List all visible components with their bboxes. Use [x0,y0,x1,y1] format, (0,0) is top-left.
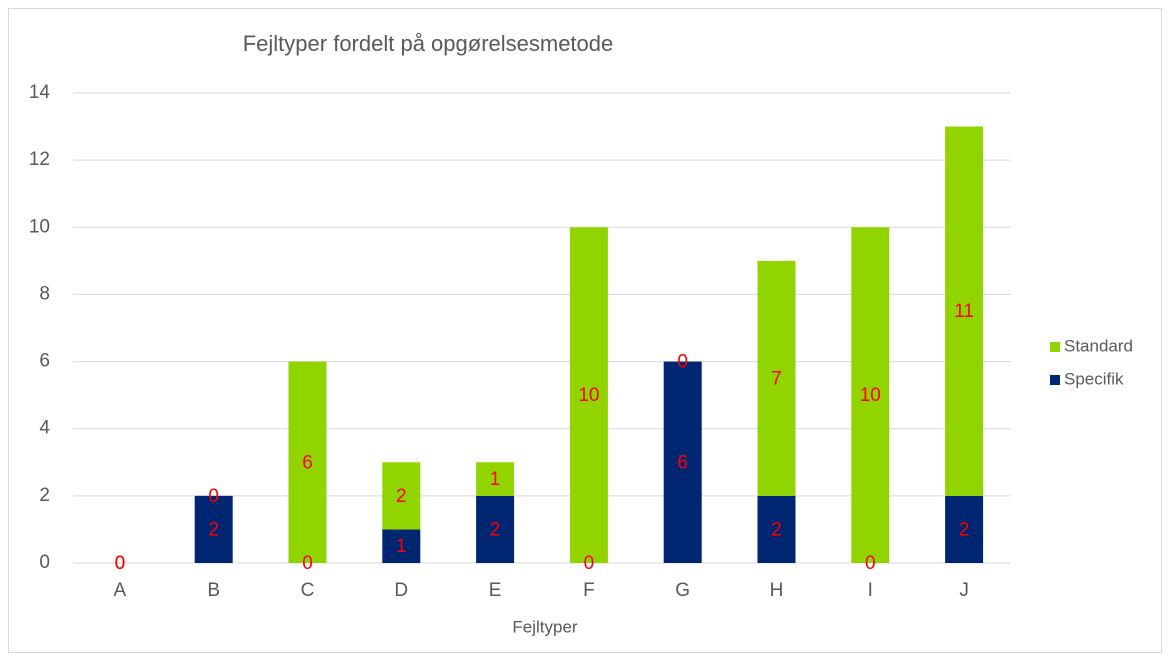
x-tick-label: D [394,580,408,601]
bar-segment [851,227,890,564]
data-label: 10 [860,385,881,406]
x-tick-label: H [770,580,784,601]
legend-label: Standard [1064,336,1133,355]
bar-segment [194,495,233,563]
y-tick-label: 14 [29,82,51,103]
y-tick-label: 4 [39,418,50,439]
y-tick-label: 10 [29,216,50,237]
x-tick-label: B [207,580,220,601]
data-label: 1 [490,469,501,490]
bar-segment [476,462,515,496]
x-tick-label: I [868,580,873,601]
data-label: 0 [302,553,313,574]
legend-swatch [1050,375,1060,385]
bar-segment [945,126,984,496]
data-label: 2 [208,519,219,540]
bar-segment [476,495,515,563]
data-label: 11 [954,301,974,322]
bar-segment [757,495,796,563]
bar-segment [382,462,421,530]
x-tick-label: E [489,580,502,601]
data-label: 2 [490,519,501,540]
legend-swatch [1050,342,1060,352]
data-label: 0 [115,553,126,574]
y-tick-label: 12 [29,149,50,170]
legend-label: Specifik [1064,369,1124,388]
x-tick-label: A [114,580,127,601]
x-tick-label: C [301,580,315,601]
data-label: 0 [677,352,688,373]
x-tick-label: G [675,580,690,601]
bar-segment [663,361,702,563]
bar-segment [945,495,984,563]
bar-segment [288,361,327,563]
bar-segment [569,227,608,564]
data-label: 6 [677,452,688,473]
data-label: 0 [208,486,219,507]
data-label: 7 [771,368,782,389]
bar-segment [757,260,796,496]
y-tick-label: 2 [39,485,50,506]
data-label: 2 [396,486,407,507]
data-label: 10 [578,385,599,406]
y-tick-label: 6 [39,351,50,372]
data-label: 1 [396,536,407,557]
data-label: 6 [302,452,313,473]
x-axis-title: Fejltyper [512,617,578,636]
data-label: 0 [115,553,126,574]
chart-title: Fejltyper fordelt på opgørelsesmetode [243,31,614,56]
x-tick-label: J [959,580,969,601]
y-tick-label: 8 [39,283,50,304]
data-label: 0 [584,553,595,574]
y-tick-label: 0 [39,552,50,573]
data-label: 2 [771,519,782,540]
data-label: 0 [865,553,876,574]
bar-segment [382,529,421,563]
data-label: 2 [959,519,970,540]
x-tick-label: F [583,580,595,601]
